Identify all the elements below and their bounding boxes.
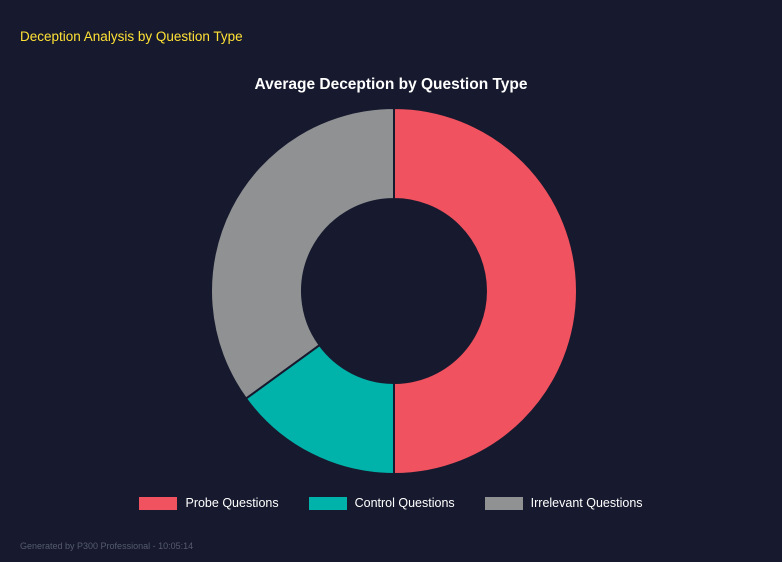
legend-item-irrelevant-questions[interactable]: Irrelevant Questions bbox=[484, 496, 643, 510]
donut-chart-container bbox=[208, 105, 580, 477]
legend-swatch-icon bbox=[139, 496, 178, 510]
legend-item-control-questions[interactable]: Control Questions bbox=[308, 496, 455, 510]
legend-swatch-icon bbox=[484, 496, 523, 510]
legend-label: Control Questions bbox=[354, 496, 455, 510]
page-title: Deception Analysis by Question Type bbox=[20, 29, 243, 44]
legend-label: Probe Questions bbox=[185, 496, 279, 510]
donut-slice-control-questions[interactable] bbox=[244, 343, 395, 476]
donut-chart bbox=[210, 106, 578, 476]
donut-slice-probe-questions[interactable] bbox=[393, 106, 578, 476]
legend-label: Irrelevant Questions bbox=[530, 496, 643, 510]
chart-title: Average Deception by Question Type bbox=[254, 76, 528, 93]
donut-slice-irrelevant-questions[interactable] bbox=[210, 106, 395, 400]
footer-status-text: Generated by P300 Professional - 10:05:1… bbox=[20, 541, 194, 551]
legend-item-probe-questions[interactable]: Probe Questions bbox=[139, 496, 279, 510]
legend-swatch-icon bbox=[308, 496, 347, 510]
chart-legend: Probe Questions Control Questions Irreleva… bbox=[0, 496, 782, 510]
